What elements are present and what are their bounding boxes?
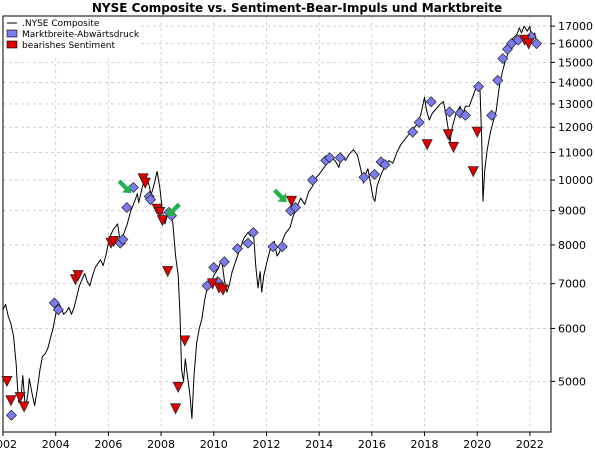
sentiment-triangle-marker: [156, 215, 168, 227]
sentiment-triangle-marker: [5, 395, 17, 407]
breadth-diamond-marker: [218, 256, 230, 268]
breadth-diamond-marker: [497, 53, 509, 65]
breadth-diamond-marker: [473, 81, 485, 93]
sentiment-triangle-marker: [179, 335, 191, 347]
breadth-diamond-marker: [425, 96, 437, 108]
sentiment-triangle-marker: [217, 284, 229, 296]
x-tick-label: 2002: [0, 438, 17, 450]
plot-frame: [2, 15, 552, 433]
sentiment-triangle-marker: [139, 177, 151, 189]
y-tick-label: 13000: [558, 98, 593, 111]
breadth-diamond-marker: [413, 116, 425, 128]
x-tick-label: 2008: [147, 438, 175, 450]
y-tick-label: 6000: [558, 322, 586, 335]
grid-layer: [2, 16, 551, 432]
sentiment-triangle-marker: [154, 206, 166, 219]
breadth-diamond-marker: [486, 109, 498, 121]
breadth-diamond-marker: [145, 194, 157, 206]
series-layer: [2, 25, 537, 419]
sentiment-triangle-marker: [14, 392, 26, 404]
y-tick-label: 16000: [558, 38, 593, 51]
breadth-diamond-marker: [379, 159, 391, 171]
x-tick-label: 2006: [94, 438, 122, 450]
breadth-diamond-marker: [242, 237, 254, 249]
y-tick-label: 17000: [558, 20, 593, 33]
y-tick-label: 8000: [558, 239, 586, 252]
sentiment-triangle-marker: [523, 38, 535, 50]
sentiment-triangle-marker: [72, 270, 84, 282]
annotation-layer: [117, 179, 287, 217]
breadth-diamond-marker: [52, 304, 64, 316]
sentiment-triangle-marker: [170, 403, 182, 415]
breadth-diamond-marker: [48, 297, 60, 309]
y-tick-label: 14000: [558, 76, 593, 89]
breadth-diamond-marker: [121, 202, 133, 214]
breadth-diamond-marker: [5, 409, 17, 421]
green-arrow-icon: [167, 202, 181, 217]
breadth-diamond-marker: [334, 152, 346, 164]
breadth-diamond-marker: [324, 152, 336, 164]
breadth-diamond-marker: [459, 109, 471, 121]
legend-swatch-breadth: [6, 29, 18, 38]
x-tick-label: 2004: [42, 438, 70, 450]
legend: .NYSE Composite Marktbreite-Abwärtsdruck…: [4, 17, 140, 55]
sentiment-triangle-marker: [162, 266, 174, 278]
sentiment-triangle-marker: [447, 141, 460, 154]
x-tick-label: 2014: [305, 438, 333, 450]
breadth-diamond-marker: [531, 38, 543, 50]
breadth-diamond-marker: [289, 202, 301, 214]
sentiment-triangle-marker: [467, 166, 479, 178]
breadth-diamond-marker: [208, 262, 220, 274]
y-tick-label: 12000: [558, 121, 593, 134]
sentiment-triangle-marker: [18, 401, 30, 413]
green-arrow-icon: [117, 179, 132, 194]
green-arrow-shape: [117, 179, 132, 194]
green-arrow-shape: [167, 202, 181, 217]
marker-layer: [1, 31, 543, 421]
breadth-diamond-marker: [231, 243, 243, 255]
axis-layer: 2002 2004 2006 2008 2010 2012 2014 2016 2018 2020…: [0, 20, 593, 450]
x-tick-label: 2022: [516, 438, 544, 450]
breadth-diamond-marker: [358, 171, 370, 183]
legend-box: [4, 17, 139, 55]
x-tick-label: 2010: [200, 438, 228, 450]
chart-title: NYSE Composite vs. Sentiment-Bear-Impuls…: [92, 1, 502, 15]
x-tick-label: 2012: [252, 438, 280, 450]
breadth-diamond-marker: [492, 74, 504, 86]
breadth-diamond-marker: [444, 106, 456, 118]
y-tick-label: 10000: [558, 174, 593, 187]
x-tick-label: 2018: [411, 438, 439, 450]
breadth-diamond-marker: [276, 241, 288, 253]
x-tick-label: 2016: [358, 438, 386, 450]
legend-label-nyse: .NYSE Composite: [22, 19, 100, 29]
legend-swatch-sentiment: [6, 40, 18, 49]
sentiment-triangle-marker: [108, 235, 120, 248]
breadth-diamond-marker: [267, 241, 279, 253]
y-tick-label: 11000: [558, 146, 593, 159]
y-tick-label: 5000: [558, 375, 586, 388]
sentiment-triangle-marker: [471, 126, 483, 138]
breadth-diamond-marker: [307, 174, 319, 186]
breadth-diamond-marker: [368, 168, 380, 180]
y-tick-label: 9000: [558, 205, 586, 218]
sentiment-triangle-marker: [172, 381, 184, 394]
green-arrow-icon: [273, 188, 287, 203]
y-tick-label: 15000: [558, 56, 593, 69]
sentiment-triangle-marker: [442, 129, 454, 141]
sentiment-triangle-marker: [1, 376, 13, 388]
x-tick-label: 2020: [463, 438, 491, 450]
breadth-diamond-marker: [407, 126, 419, 138]
nyse-composite-line: [2, 25, 537, 419]
y-tick-label: 7000: [558, 278, 586, 291]
breadth-diamond-marker: [117, 234, 129, 246]
green-arrow-shape: [273, 188, 287, 203]
legend-label-breadth: Marktbreite-Abwärtsdruck: [22, 30, 140, 40]
breadth-diamond-marker: [247, 226, 259, 238]
sentiment-triangle-marker: [285, 195, 298, 207]
sentiment-triangle-marker: [421, 139, 433, 151]
legend-label-sentiment: bearishes Sentiment: [22, 41, 115, 51]
